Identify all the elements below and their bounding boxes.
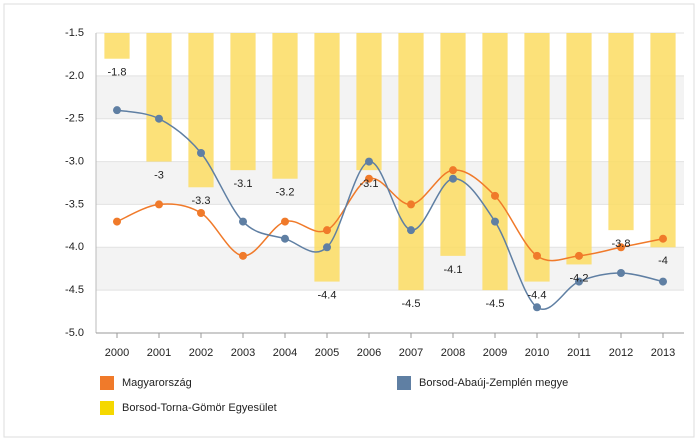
y-tick-label: -3.5 <box>65 198 84 210</box>
bar <box>482 33 508 291</box>
data-label: -1.8 <box>108 67 127 79</box>
point <box>155 200 163 209</box>
point <box>365 157 373 166</box>
point <box>617 269 625 277</box>
y-tick-label: -5.0 <box>65 327 84 339</box>
data-label: -4.4 <box>318 289 337 301</box>
data-label: -4.5 <box>402 298 421 310</box>
point <box>659 234 667 243</box>
bar <box>230 33 256 171</box>
data-label: -3.3 <box>192 195 211 207</box>
point <box>281 234 289 243</box>
point <box>533 303 541 312</box>
data-label: -4.4 <box>528 289 547 301</box>
data-label: -4.2 <box>570 272 589 284</box>
point <box>197 149 205 157</box>
y-tick-label: -2.0 <box>65 70 84 82</box>
point <box>407 226 415 235</box>
x-tick-label: 2008 <box>441 347 465 359</box>
x-tick-label: 2005 <box>315 347 339 359</box>
point <box>239 217 247 226</box>
point <box>407 200 415 209</box>
bar <box>314 33 340 282</box>
bar <box>650 33 676 248</box>
x-tick-label: 2002 <box>189 347 213 359</box>
data-label: -3.1 <box>234 178 253 190</box>
point <box>323 243 331 252</box>
data-label: -3.2 <box>276 187 295 199</box>
legend-swatch <box>397 376 411 390</box>
point <box>113 106 121 115</box>
y-tick-label: -4.5 <box>65 284 84 296</box>
data-label: -4 <box>658 255 668 267</box>
line <box>116 109 664 310</box>
x-tick-label: 2007 <box>399 347 423 359</box>
point <box>281 217 289 226</box>
point <box>323 226 331 235</box>
legend-label: Borsod-Abaúj-Zemplén megye <box>419 377 568 389</box>
point <box>197 209 205 217</box>
x-tick-label: 2003 <box>231 347 255 359</box>
bar <box>188 33 214 188</box>
point <box>239 251 247 260</box>
data-label: -4.5 <box>486 298 505 310</box>
x-tick-label: 2000 <box>105 347 129 359</box>
bar <box>272 33 298 179</box>
bar <box>398 33 424 291</box>
x-tick-label: 2012 <box>609 347 633 359</box>
plot-band <box>96 161 684 205</box>
data-label: -3.8 <box>612 238 631 250</box>
legend-swatch <box>100 401 114 415</box>
point <box>659 277 667 286</box>
y-tick-label: -2.5 <box>65 113 84 125</box>
x-tick-label: 2001 <box>147 347 171 359</box>
point <box>575 251 583 260</box>
bar <box>146 33 172 162</box>
legend-label: Magyarország <box>122 377 192 389</box>
point <box>155 114 163 123</box>
y-tick-label: -4.0 <box>65 241 84 253</box>
bar <box>440 33 466 256</box>
x-tick-label: 2010 <box>525 347 549 359</box>
y-tick-label: -1.5 <box>65 27 84 39</box>
point <box>491 191 499 200</box>
x-tick-label: 2009 <box>483 347 507 359</box>
point <box>113 217 121 226</box>
data-label: -3.1 <box>360 178 379 190</box>
point <box>617 243 625 252</box>
bar <box>524 33 550 282</box>
point <box>365 174 373 183</box>
bar <box>566 33 592 265</box>
legend-label: Borsod-Torna-Gömör Egyesület <box>122 402 277 414</box>
point <box>575 277 583 286</box>
point <box>491 217 499 226</box>
bar <box>608 33 634 231</box>
data-label: -4.1 <box>444 264 463 276</box>
y-tick-label: -3.0 <box>65 155 84 167</box>
bar <box>356 33 382 171</box>
x-tick-label: 2006 <box>357 347 381 359</box>
x-tick-label: 2004 <box>273 347 297 359</box>
plot-band <box>96 75 684 119</box>
x-tick-label: 2013 <box>651 347 675 359</box>
bar <box>104 33 130 59</box>
point <box>533 251 541 260</box>
point <box>449 166 457 175</box>
x-tick-label: 2011 <box>567 347 591 359</box>
point <box>449 174 457 183</box>
legend-swatch <box>100 376 114 390</box>
data-label: -3 <box>154 169 164 181</box>
